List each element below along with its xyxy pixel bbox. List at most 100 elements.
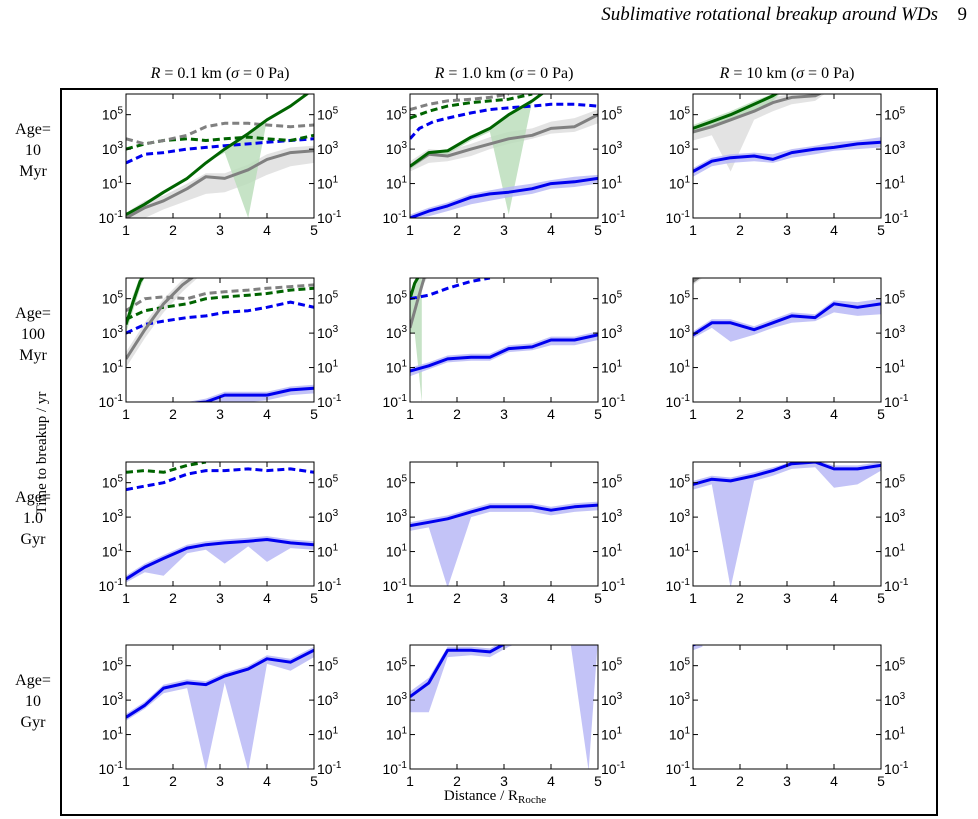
column-title-radius-symbol: R — [150, 65, 161, 82]
y-tick-label-right: 101 — [884, 359, 906, 376]
y-tick-label-right: 101 — [317, 543, 339, 560]
blue-solid-line — [126, 538, 314, 581]
y-tick-label-right: 10-1 — [601, 393, 626, 410]
panel-data — [410, 501, 598, 586]
x-tick-label: 3 — [783, 590, 791, 606]
row-label-line: 10 — [25, 693, 41, 710]
column-title-radius-symbol: R — [434, 65, 445, 82]
y-tick-label-right: 103 — [601, 324, 623, 341]
x-axis-label-sub: Roche — [518, 794, 546, 806]
x-tick-label: 1 — [689, 222, 697, 238]
x-tick-label: 1 — [122, 773, 130, 789]
green-dashed-line — [126, 462, 207, 474]
y-tick-label: 105 — [669, 290, 691, 307]
y-tick-label: 10-1 — [383, 209, 408, 226]
blue-band — [126, 536, 314, 583]
y-tick-label-right: 101 — [884, 726, 906, 743]
y-tick-label: 10-1 — [666, 577, 691, 594]
blue-solid-line — [410, 333, 598, 373]
blue-band — [410, 645, 598, 769]
x-tick-label: 3 — [216, 406, 224, 422]
y-tick-label: 10-1 — [383, 577, 408, 594]
y-tick-label: 105 — [102, 474, 124, 491]
y-tick-label: 101 — [102, 543, 124, 560]
row-label-line: 10 — [25, 142, 41, 159]
x-tick-label: 2 — [453, 406, 461, 422]
y-tick-label-right: 10-1 — [884, 209, 909, 226]
row-label-line: Gyr — [21, 531, 47, 548]
y-tick-label: 105 — [386, 474, 408, 491]
panel-data — [410, 94, 598, 218]
green-solid-line — [410, 278, 420, 300]
green-solid-line — [126, 94, 310, 216]
y-tick-label-right: 10-1 — [884, 393, 909, 410]
column-title-sigma-symbol: σ — [515, 65, 524, 82]
gray-dashed-line — [410, 94, 509, 111]
gray-band — [126, 145, 314, 218]
y-tick-label-right: 103 — [317, 691, 339, 708]
green-dashed-line — [126, 133, 314, 151]
column-title-sigma-symbol: σ — [231, 65, 240, 82]
x-tick-label: 4 — [263, 590, 271, 606]
y-tick-label-right: 105 — [601, 290, 623, 307]
running-title: Sublimative rotational breakup around WD… — [601, 4, 938, 25]
y-tick-label: 101 — [386, 543, 408, 560]
column-title-sigma-value: = 0 Pa) — [804, 65, 854, 82]
y-tick-label-right: 105 — [317, 106, 339, 123]
y-tick-label-right: 103 — [601, 691, 623, 708]
blue-solid-line — [693, 140, 881, 173]
y-tick-label: 10-1 — [666, 209, 691, 226]
y-tick-label: 103 — [102, 508, 124, 525]
x-tick-label: 1 — [689, 406, 697, 422]
page-number: 9 — [958, 4, 968, 25]
gray-solid-line — [410, 113, 598, 168]
column-title: R = 0.1 km (σ = 0 Pa) — [150, 65, 290, 82]
blue-band — [410, 501, 598, 586]
y-tick-label: 105 — [102, 290, 124, 307]
y-tick-label-right: 103 — [601, 508, 623, 525]
column-title-radius-value: = 10 km ( — [729, 65, 796, 82]
blue-band — [126, 646, 314, 769]
blue-dashed-line — [126, 137, 314, 165]
x-tick-label: 1 — [122, 590, 130, 606]
blue-dashed-line — [410, 102, 598, 140]
y-tick-label-right: 101 — [317, 175, 339, 192]
y-tick-label: 105 — [386, 290, 408, 307]
y-tick-label-right: 105 — [601, 474, 623, 491]
y-tick-label-right: 101 — [601, 543, 623, 560]
x-tick-label: 1 — [689, 590, 697, 606]
y-tick-label-right: 105 — [884, 474, 906, 491]
y-tick-label: 10-1 — [99, 209, 124, 226]
gray-dashed-line — [126, 121, 314, 146]
x-tick-label: 4 — [263, 222, 271, 238]
y-tick-label: 105 — [386, 657, 408, 674]
blue-solid-line — [126, 648, 314, 719]
y-tick-label-right: 103 — [884, 508, 906, 525]
row-label-line: Age= — [15, 672, 51, 689]
x-tick-label: 4 — [830, 406, 838, 422]
row-label-line: 1.0 — [23, 510, 43, 527]
x-tick-label: 2 — [736, 590, 744, 606]
y-tick-label-right: 101 — [601, 726, 623, 743]
panel-data — [126, 94, 314, 218]
panel-data — [693, 645, 703, 651]
x-tick-label: 1 — [406, 222, 414, 238]
y-tick-label-right: 105 — [601, 657, 623, 674]
y-tick-label: 10-1 — [666, 393, 691, 410]
y-tick-label: 10-1 — [99, 393, 124, 410]
row-label-line: Age= — [15, 489, 51, 506]
y-tick-label: 103 — [386, 140, 408, 157]
y-tick-label-right: 10-1 — [884, 577, 909, 594]
y-tick-label-right: 105 — [317, 474, 339, 491]
x-tick-label: 3 — [500, 222, 508, 238]
y-tick-label: 105 — [669, 474, 691, 491]
y-tick-label-right: 103 — [317, 324, 339, 341]
y-axis-label: Time to breakup / yr — [34, 392, 50, 515]
y-tick-label: 103 — [102, 691, 124, 708]
